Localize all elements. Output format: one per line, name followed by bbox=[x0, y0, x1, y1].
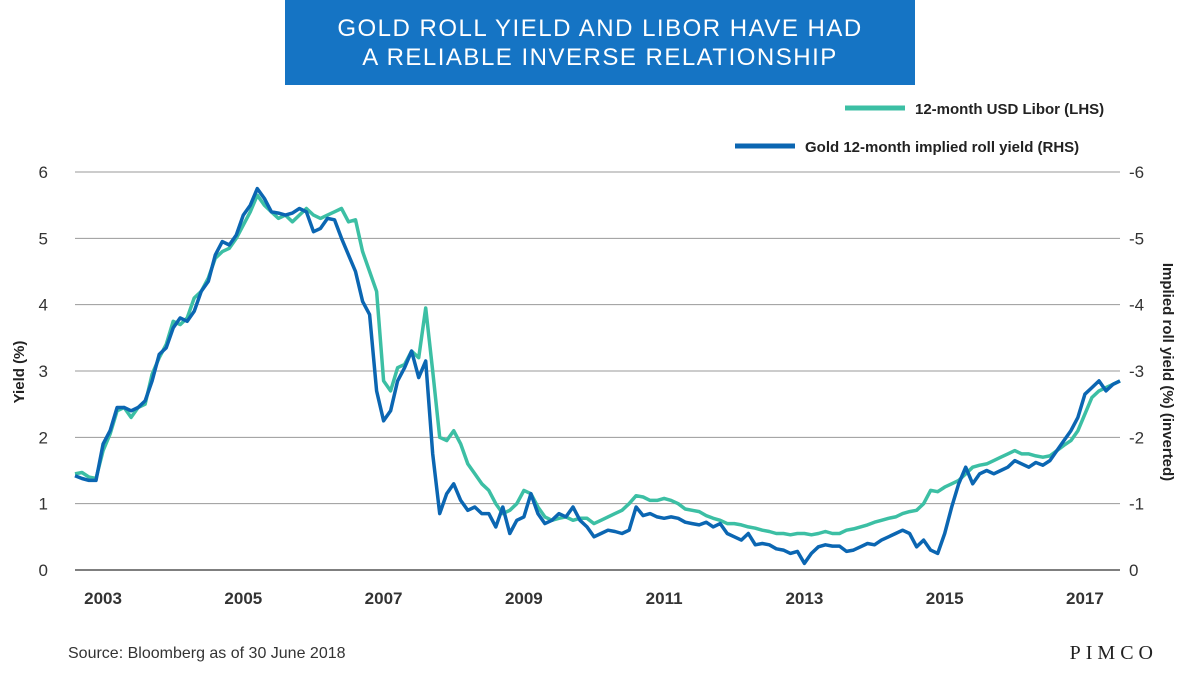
y-axis-label-right: Implied roll yield (%) (inverted) bbox=[1159, 263, 1176, 481]
y-tick-label-right: -3 bbox=[1129, 362, 1144, 381]
y-tick-label-right: -5 bbox=[1129, 229, 1144, 248]
x-tick-label: 2003 bbox=[84, 589, 122, 608]
x-tick-label: 2011 bbox=[646, 589, 683, 608]
y-tick-label-left: 1 bbox=[39, 495, 48, 514]
x-tick-label: 2015 bbox=[926, 589, 964, 608]
x-tick-label: 2005 bbox=[224, 589, 262, 608]
y-tick-label-right: 0 bbox=[1129, 561, 1138, 580]
x-tick-label: 2007 bbox=[365, 589, 403, 608]
series-line-libor bbox=[74, 193, 1121, 537]
chart-title-banner: GOLD ROLL YIELD AND LIBOR HAVE HAD A REL… bbox=[285, 0, 915, 85]
y-tick-label-right: -4 bbox=[1129, 296, 1144, 315]
legend-label-libor: 12-month USD Libor (LHS) bbox=[915, 101, 1104, 118]
y-tick-label-left: 4 bbox=[39, 296, 48, 315]
y-tick-label-left: 5 bbox=[39, 229, 48, 248]
grid-lines bbox=[75, 171, 1120, 571]
axis-ticks: 0 0 1 -1 2 -2 3 -3 4 -4 5 -5 6 -6 2003 2005 2007 2009 2011… bbox=[39, 163, 1145, 608]
y-tick-label-right: -2 bbox=[1129, 428, 1144, 447]
y-tick-label-left: 2 bbox=[39, 428, 48, 447]
x-tick-label: 2017 bbox=[1066, 589, 1104, 608]
series-lines bbox=[74, 186, 1121, 566]
x-tick-label: 2009 bbox=[505, 589, 543, 608]
x-tick-label: 2013 bbox=[785, 589, 823, 608]
chart-title-line-2: A RELIABLE INVERSE RELATIONSHIP bbox=[362, 43, 838, 71]
chart-title-line-1: GOLD ROLL YIELD AND LIBOR HAVE HAD bbox=[337, 14, 863, 42]
y-axis-label-left: Yield (%) bbox=[11, 341, 28, 404]
y-tick-label-left: 0 bbox=[39, 561, 48, 580]
y-tick-label-right: -1 bbox=[1129, 495, 1144, 514]
y-tick-label-left: 3 bbox=[39, 362, 48, 381]
brand-logo: PIMCO bbox=[1069, 642, 1158, 664]
legend: 12-month USD Libor (LHS) Gold 12-month i… bbox=[735, 101, 1104, 156]
y-tick-label-left: 6 bbox=[39, 163, 48, 182]
series-line-gold-roll-yield bbox=[74, 186, 1121, 566]
legend-label-gold: Gold 12-month implied roll yield (RHS) bbox=[805, 139, 1079, 156]
y-tick-label-right: -6 bbox=[1129, 163, 1144, 182]
source-note: Source: Bloomberg as of 30 June 2018 bbox=[68, 645, 346, 662]
